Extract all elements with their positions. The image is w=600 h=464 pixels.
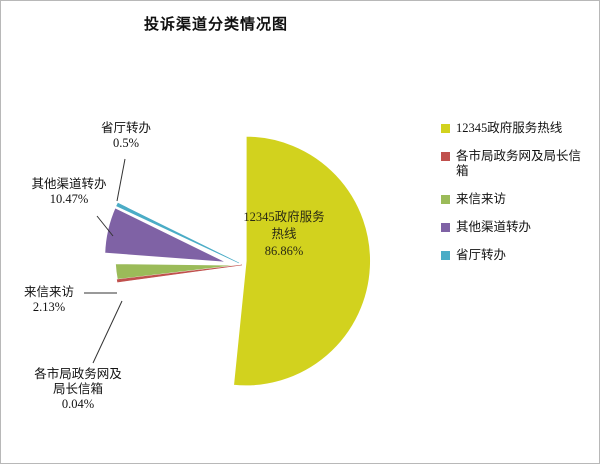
page-title: 投诉渠道分类情况图 <box>143 17 288 33</box>
callout-label-provincial-dept: 省厅转办 0.5% <box>81 121 171 151</box>
callout-name-other-channels: 其他渠道转办 <box>31 177 107 191</box>
legend-item-provincial-dept[interactable]: 省厅转办 <box>441 248 593 263</box>
legend-item-other-channels[interactable]: 其他渠道转办 <box>441 220 593 235</box>
pie-slice-bureau-mailbox[interactable] <box>116 264 243 283</box>
legend-swatch-icon <box>441 251 450 260</box>
legend-item-12345-hotline[interactable]: 12345政府服务热线 <box>441 121 593 136</box>
legend-label: 省厅转办 <box>456 248 507 262</box>
leader-line-provincial-dept <box>116 158 126 202</box>
pie-slice-other-channels[interactable] <box>103 205 230 264</box>
legend-swatch-icon <box>441 124 450 133</box>
legend-label: 各市局政务网及局长信箱 <box>456 149 582 178</box>
callout-value-provincial-dept: 0.5% <box>112 136 140 150</box>
pie-slice-provincial-dept[interactable] <box>116 202 240 264</box>
leader-line-bureau-mailbox <box>92 300 123 364</box>
callout-value-bureau-mailbox: 0.04% <box>61 397 95 411</box>
callout-name-bureau-mailbox: 各市局政务网及 <box>34 367 122 381</box>
legend-swatch-icon <box>441 152 450 161</box>
pie-slice-12345-hotline[interactable] <box>232 135 372 387</box>
callout-value-letters-visits: 2.13% <box>32 300 66 314</box>
callout-name2-bureau-mailbox: 局长信箱 <box>52 382 103 396</box>
legend-item-bureau-mailbox[interactable]: 各市局政务网及局长信箱 <box>441 149 593 179</box>
callout-label-other-channels: 其他渠道转办 10.47% <box>5 177 133 207</box>
pie-chart-svg <box>84 135 372 387</box>
center-label-12345-hotline: 12345政府服务 热线 86.86% <box>219 209 349 260</box>
legend-swatch-icon <box>441 223 450 232</box>
legend-item-letters-visits[interactable]: 来信来访 <box>441 192 593 207</box>
pie-slice-letters-visits[interactable] <box>114 262 242 281</box>
callout-value-other-channels: 10.47% <box>49 192 89 206</box>
pie-chart-area: 省厅转办 0.5% 其他渠道转办 10.47% 来信来访 2.13% 各市局政务… <box>1 1 431 463</box>
legend-label: 其他渠道转办 <box>456 220 532 234</box>
chart-legend: 12345政府服务热线 各市局政务网及局长信箱 来信来访 其他渠道转办 省厅转办 <box>441 121 593 276</box>
center-label-line1: 12345政府服务 <box>243 210 325 224</box>
legend-label: 来信来访 <box>456 192 507 206</box>
leader-line-other-channels <box>96 215 114 237</box>
legend-swatch-icon <box>441 195 450 204</box>
legend-label: 12345政府服务热线 <box>456 121 563 135</box>
callout-label-letters-visits: 来信来访 2.13% <box>1 285 97 315</box>
callout-label-bureau-mailbox: 各市局政务网及 局长信箱 0.04% <box>13 367 143 412</box>
center-label-line2: 热线 <box>271 227 297 241</box>
callout-name-letters-visits: 来信来访 <box>23 285 74 299</box>
center-label-line3: 86.86% <box>264 244 304 258</box>
callout-name-provincial-dept: 省厅转办 <box>100 121 151 135</box>
